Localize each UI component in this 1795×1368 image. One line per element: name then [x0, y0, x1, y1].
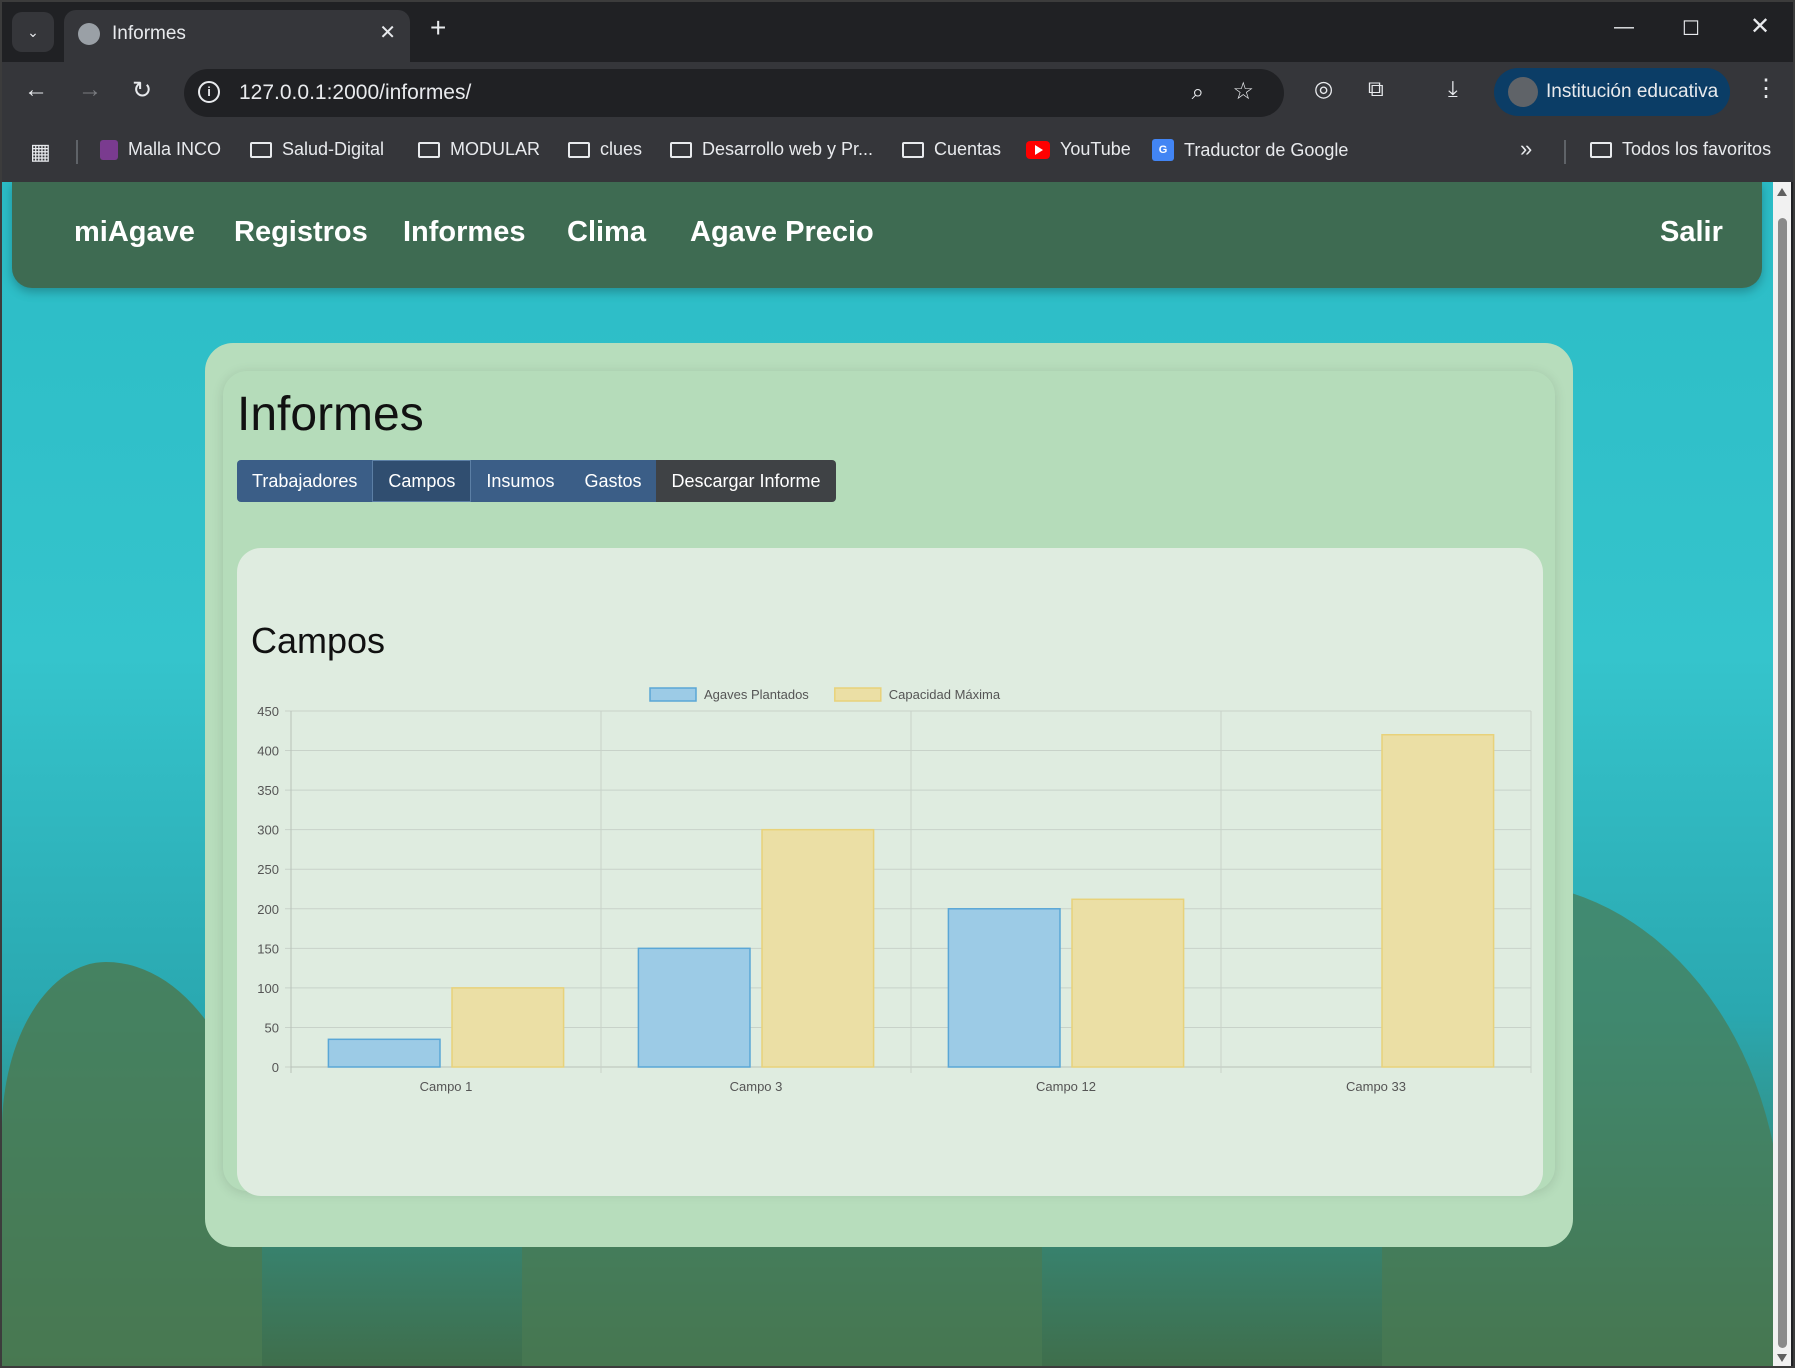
youtube-icon	[1026, 140, 1050, 159]
bookmark-malla-inco[interactable]: Malla INCO	[100, 139, 221, 160]
google-translate-icon: G	[1152, 139, 1174, 161]
bookmark-star-icon[interactable]: ☆	[1232, 78, 1254, 105]
page-title: Informes	[237, 388, 424, 441]
back-button[interactable]: ←	[24, 76, 48, 103]
globe-icon	[78, 23, 100, 45]
close-tab-icon[interactable]: ✕	[379, 22, 396, 44]
y-tick-label: 350	[257, 783, 279, 798]
nav-informes[interactable]: Informes	[403, 216, 526, 248]
minimize-button[interactable]: —	[1614, 16, 1634, 38]
scroll-down-icon[interactable]	[1777, 1354, 1787, 1362]
tab-search-button[interactable]: ⌄	[12, 12, 54, 52]
browser-tab[interactable]: Informes ✕	[64, 10, 410, 62]
legend-label: Agaves Plantados	[704, 687, 809, 702]
lens-icon[interactable]: ◎	[1314, 76, 1334, 101]
browser-toolbar: ← → ↻ i 127.0.0.1:2000/informes/ ⌕ ☆ ◎ ⧉…	[2, 62, 1793, 122]
download-icon[interactable]: ⤓	[1448, 76, 1458, 101]
tab-campos[interactable]: Campos	[372, 460, 472, 502]
bookmark-youtube[interactable]: YouTube	[1026, 139, 1131, 160]
y-tick-label: 400	[257, 744, 279, 759]
y-tick-label: 250	[257, 862, 279, 877]
legend-swatch	[834, 687, 882, 702]
x-tick-label: Campo 3	[730, 1079, 783, 1094]
close-window-button[interactable]: ✕	[1750, 13, 1771, 40]
chart-title: Campos	[251, 620, 386, 661]
chart-card: Campos 0 50 100 150 200 250 300 350 400 450 Campo …	[237, 548, 1543, 1196]
y-tick-label: 200	[257, 902, 279, 917]
x-tick-label: Campo 12	[1036, 1079, 1096, 1094]
url-text[interactable]: 127.0.0.1:2000/informes/	[239, 81, 472, 104]
address-bar[interactable]: i 127.0.0.1:2000/informes/ ⌕ ☆	[184, 69, 1284, 117]
y-tick-label: 0	[272, 1060, 279, 1075]
bookmark-cuentas[interactable]: Cuentas	[902, 139, 1001, 160]
tab-gastos[interactable]: Gastos	[569, 460, 657, 502]
scrollbar[interactable]	[1773, 182, 1791, 1366]
bar-agaves-plantados	[637, 947, 751, 1068]
nav-clima[interactable]: Clima	[567, 216, 646, 248]
bar-capacidad-maxima	[761, 828, 875, 1068]
profile-name: Institución educativa	[1546, 81, 1719, 102]
brand-link[interactable]: miAgave	[74, 216, 195, 248]
menu-icon[interactable]: ⋮	[1754, 75, 1778, 102]
x-tick-label: Campo 1	[420, 1079, 473, 1094]
folder-icon	[902, 141, 924, 158]
y-tick-label: 100	[257, 981, 279, 996]
y-tick-label: 150	[257, 941, 279, 956]
bar-agaves-plantados	[947, 908, 1061, 1068]
y-tick-label: 300	[257, 823, 279, 838]
y-tick-label: 450	[257, 704, 279, 719]
bar-chart: 0 50 100 150 200 250 300 350 400 450 Campo 1 Campo …	[257, 687, 1532, 1094]
malla-icon	[100, 139, 118, 160]
report-tabs: Trabajadores Campos Insumos Gastos Desca…	[237, 460, 836, 502]
page-viewport: miAgave Registros Informes Clima Agave P…	[2, 182, 1777, 1366]
bookmarks-bar: ▦ Malla INCO Salud-Digital MODULAR clues…	[2, 122, 1793, 182]
site-navbar: miAgave Registros Informes Clima Agave P…	[12, 182, 1762, 288]
extensions-icon[interactable]: ⧉	[1368, 76, 1384, 101]
avatar	[1508, 77, 1538, 107]
maximize-button[interactable]: ☐	[1682, 18, 1700, 40]
nav-agave-precio[interactable]: Agave Precio	[690, 216, 874, 248]
folder-icon	[418, 141, 440, 158]
all-bookmarks[interactable]: Todos los favoritos	[1590, 139, 1771, 160]
bar-capacidad-maxima	[1071, 898, 1185, 1068]
x-tick-label: Campo 33	[1346, 1079, 1406, 1094]
apps-icon[interactable]: ▦	[30, 139, 51, 164]
new-tab-button[interactable]: +	[430, 12, 447, 43]
zoom-icon[interactable]: ⌕	[1191, 79, 1204, 104]
site-info-icon[interactable]: i	[198, 81, 220, 103]
tab-insumos[interactable]: Insumos	[471, 460, 570, 502]
bar-capacidad-maxima	[1381, 733, 1495, 1068]
bookmark-salud-digital[interactable]: Salud-Digital	[250, 139, 384, 160]
folder-icon	[568, 141, 590, 158]
logout-link[interactable]: Salir	[1660, 216, 1723, 248]
bookmark-desarrollo-web[interactable]: Desarrollo web y Pr...	[670, 139, 873, 160]
tab-strip: ⌄ Informes ✕ + — ☐ ✕	[2, 2, 1793, 62]
nav-registros[interactable]: Registros	[234, 216, 368, 248]
folder-icon	[1590, 141, 1612, 158]
bookmark-traductor[interactable]: G Traductor de Google	[1152, 139, 1348, 161]
tab-title: Informes	[112, 23, 186, 44]
scroll-up-icon[interactable]	[1777, 188, 1787, 196]
profile-button[interactable]: Institución educativa	[1494, 68, 1730, 116]
folder-icon	[250, 141, 272, 158]
forward-button[interactable]: →	[78, 76, 102, 103]
tab-trabajadores[interactable]: Trabajadores	[237, 460, 373, 502]
download-report-button[interactable]: Descargar Informe	[656, 460, 836, 502]
more-bookmarks-icon[interactable]: »	[1520, 136, 1533, 161]
scrollbar-thumb[interactable]	[1778, 218, 1787, 1348]
legend-label: Capacidad Máxima	[889, 687, 1001, 702]
legend-swatch	[649, 687, 697, 702]
report-card: Informes Trabajadores Campos Insumos Gas…	[205, 343, 1573, 1247]
bar-agaves-plantados	[327, 1038, 441, 1068]
bar-capacidad-maxima	[451, 987, 565, 1068]
folder-icon	[670, 141, 692, 158]
reload-button[interactable]: ↻	[132, 77, 153, 104]
bookmark-clues[interactable]: clues	[568, 139, 642, 160]
y-tick-label: 50	[265, 1020, 279, 1035]
bookmark-modular[interactable]: MODULAR	[418, 139, 540, 160]
